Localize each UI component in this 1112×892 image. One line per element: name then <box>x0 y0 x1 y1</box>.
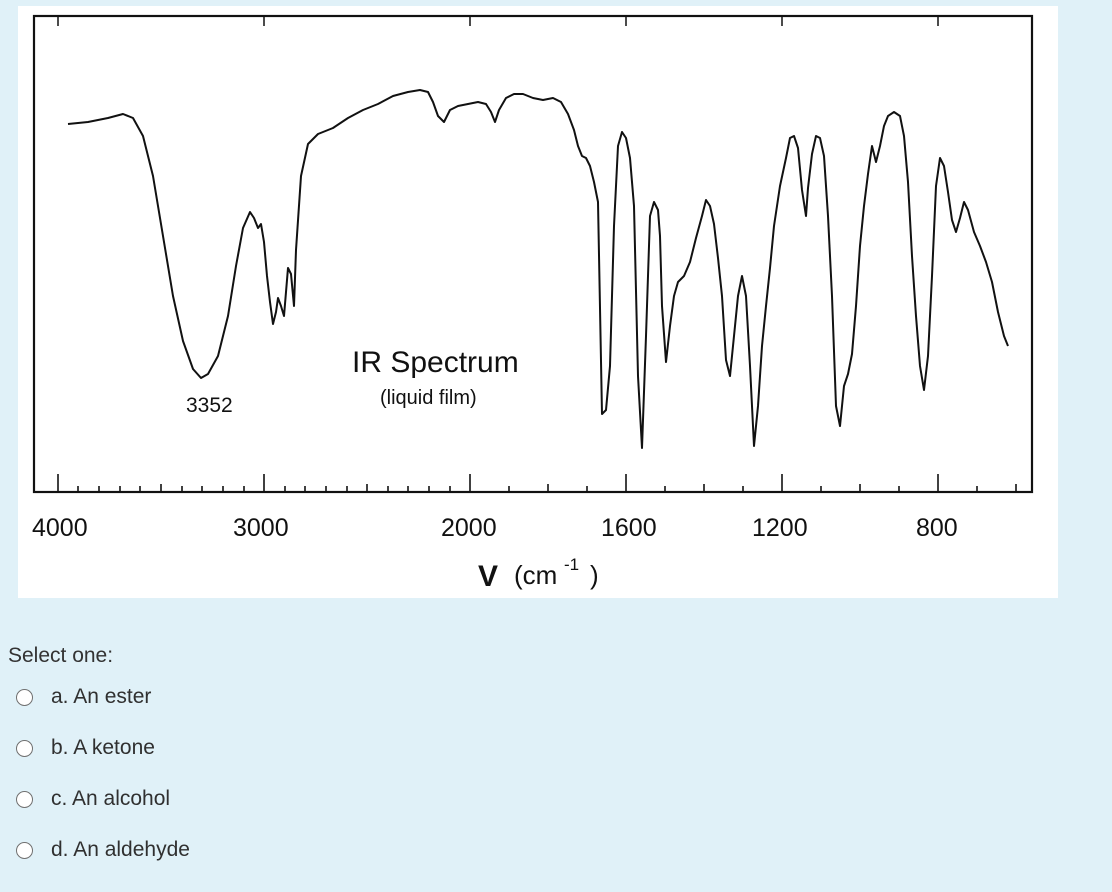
answer-options: a. An ester b. A ketone c. An alcohol d.… <box>16 682 190 886</box>
x-axis-symbol: V <box>478 560 498 593</box>
plot-frame <box>32 14 1034 494</box>
x-tick-label: 1600 <box>601 514 657 542</box>
x-tick-label: 1200 <box>752 514 808 542</box>
option-b[interactable]: b. A ketone <box>16 733 190 763</box>
question-prompt: Select one: <box>8 644 114 667</box>
x-axis-unit-close: ) <box>590 560 599 590</box>
option-label[interactable]: c. An alcohol <box>51 787 171 810</box>
top-ticks <box>57 16 939 26</box>
bottom-ticks <box>57 474 1017 492</box>
x-tick-label: 2000 <box>441 514 497 542</box>
option-label[interactable]: b. A ketone <box>51 736 155 759</box>
x-tick-label: 3000 <box>233 514 289 542</box>
radio-button[interactable] <box>16 688 33 706</box>
option-a[interactable]: a. An ester <box>16 682 190 712</box>
option-c[interactable]: c. An alcohol <box>16 784 190 814</box>
ir-spectrum-figure: 3352 IR Spectrum (liquid film) 4000 3000… <box>18 6 1058 598</box>
chart-subtitle: (liquid film) <box>380 387 477 409</box>
option-d[interactable]: d. An aldehyde <box>16 835 190 865</box>
ir-spectrum-chart: 3352 IR Spectrum (liquid film) 4000 3000… <box>32 14 1034 593</box>
x-tick-label: 800 <box>916 514 958 542</box>
option-label[interactable]: a. An ester <box>51 685 152 708</box>
radio-button[interactable] <box>16 790 33 808</box>
peak-label-3352: 3352 <box>186 394 233 417</box>
x-tick-label: 4000 <box>32 514 88 542</box>
radio-button[interactable] <box>16 739 33 757</box>
x-axis-unit: (cm <box>514 560 557 590</box>
ir-spectrum-trace <box>67 89 1009 449</box>
chart-title: IR Spectrum <box>352 346 519 379</box>
option-label[interactable]: d. An aldehyde <box>51 838 190 861</box>
x-axis-unit-exponent: -1 <box>564 555 579 574</box>
radio-button[interactable] <box>16 841 33 859</box>
